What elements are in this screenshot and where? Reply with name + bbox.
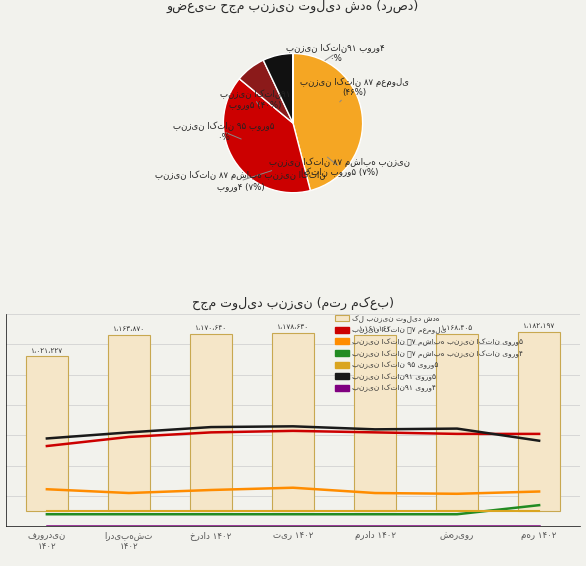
Text: وضعیت حجم بنزین تولید شده (درصد): وضعیت حجم بنزین تولید شده (درصد)	[167, 0, 419, 13]
Text: بنزین اکتان ۹۵ بورو۵
۰%: بنزین اکتان ۹۵ بورو۵ ۰%	[173, 122, 274, 142]
Wedge shape	[239, 60, 293, 123]
Bar	[354, 335, 396, 511]
Bar	[26, 357, 68, 511]
Text: بنزین اکتان ۸۷ معمولی
(۴۶%): بنزین اکتان ۸۷ معمولی (۴۶%)	[299, 78, 408, 102]
Legend: کل بنزین تولید شده, بنزین اکتان ༷۷ معمولی, بنزین اکتان ༷۷ مشابه بنزین اکتان یورو: کل بنزین تولید شده, بنزین اکتان ༷۷ معمول…	[334, 314, 525, 393]
Text: ۱،۱۶۸،۴۰۵: ۱،۱۶۸،۴۰۵	[441, 325, 473, 331]
Text: ۱،۱۸۲،۱۹۷: ۱،۱۸۲،۱۹۷	[523, 323, 556, 329]
Text: بنزین اکتان۹۱ بورو۴
۰%: بنزین اکتان۹۱ بورو۴ ۰%	[286, 44, 385, 63]
Bar	[272, 333, 314, 511]
Bar	[108, 335, 150, 511]
Text: بنزین اکتان ۸۷ مشابه بنزین اکتان
بورو۴ (۷%): بنزین اکتان ۸۷ مشابه بنزین اکتان بورو۴ (…	[155, 171, 326, 191]
Text: بنزین اکتان ۸۷ مشابه بنزین
اکتان بورو۵ (۷%): بنزین اکتان ۸۷ مشابه بنزین اکتان بورو۵ (…	[269, 157, 410, 178]
Bar	[518, 332, 560, 511]
Text: بنزین اکتان۹۱
بورو۵ (۴۰%): بنزین اکتان۹۱ بورو۵ (۴۰%)	[220, 89, 290, 109]
Text: ۱،۱۶۳،۸۷۰: ۱،۱۶۳،۸۷۰	[113, 326, 145, 332]
Text: ۱،۱۷۰،۶۴۰: ۱،۱۷۰،۶۴۰	[195, 325, 227, 331]
Title: حجم تولید بنزین (متر مکعب): حجم تولید بنزین (متر مکعب)	[192, 297, 394, 310]
Wedge shape	[263, 54, 293, 123]
Text: ۱،۰۲۱،۲۲۷: ۱،۰۲۱،۲۲۷	[31, 348, 63, 354]
Bar	[190, 334, 232, 511]
Bar	[436, 334, 478, 511]
Wedge shape	[293, 54, 363, 191]
Text: ۱،۱۶۱،۱۶۱: ۱،۱۶۱،۱۶۱	[359, 327, 391, 332]
Wedge shape	[223, 79, 311, 192]
Text: ۱،۱۷۸،۶۳۰: ۱،۱۷۸،۶۳۰	[277, 324, 309, 330]
